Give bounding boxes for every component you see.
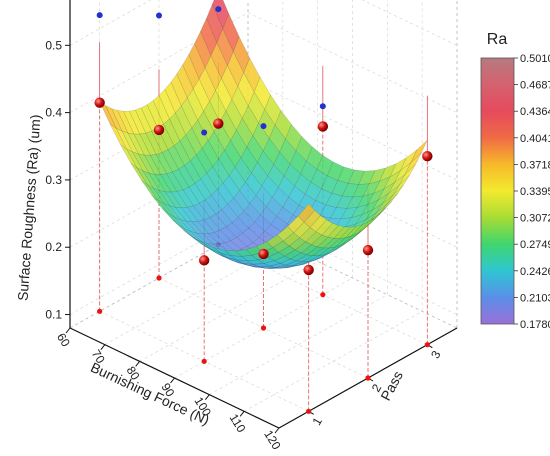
- floor-shadow-point: [306, 408, 312, 414]
- blue-data-point: [156, 12, 162, 19]
- force-tick-5: [239, 411, 245, 417]
- colorbar-tick-label: 0.3395: [520, 186, 550, 198]
- surface-patch: [410, 139, 428, 163]
- blue-data-point: [319, 103, 326, 110]
- force-tick-0: [65, 327, 71, 334]
- floor-shadow-point: [424, 342, 430, 348]
- z-tick-label: 0.2: [45, 240, 62, 254]
- floor-shadow-point: [156, 275, 162, 281]
- colorbar-tick-label: 0.5010: [520, 53, 550, 65]
- floor-shadow-point: [365, 375, 371, 381]
- colorbar-title: Ra: [487, 31, 508, 48]
- blue-data-point: [215, 6, 222, 13]
- blue-data-point: [260, 123, 267, 130]
- colorbar-tick-label: 0.3718: [520, 159, 550, 171]
- force-axis-label: Burnishing Force (N): [88, 359, 212, 428]
- colorbar-tick-label: 0.4041: [520, 133, 550, 145]
- surface-patch: [398, 164, 416, 186]
- grid-force-floor-4: [209, 294, 388, 395]
- pass-axis-label: Pass: [377, 368, 406, 403]
- grid-z-right-3: [247, 12, 458, 113]
- force-tick-label: 120: [261, 428, 284, 453]
- z-tick-label: 0.4: [45, 106, 62, 120]
- colorbar-tick-label: 0.3072: [520, 213, 550, 225]
- colorbar-tick-label: 0.2103: [520, 292, 550, 304]
- force-tick-6: [274, 427, 280, 434]
- force-tick-2: [135, 361, 141, 367]
- colorbar-ramp: [480, 57, 515, 325]
- surface-patch: [393, 175, 410, 196]
- z-axis-label: Surface Roughness (Ra) (um): [15, 114, 44, 301]
- red-data-point: [94, 97, 105, 108]
- red-data-point: [153, 124, 165, 136]
- surface-patch: [404, 152, 422, 175]
- red-data-point: [198, 255, 210, 266]
- colorbar-tick-label: 0.2426: [520, 266, 550, 278]
- red-data-point: [362, 244, 374, 256]
- floor-shadow-point: [97, 308, 103, 314]
- pass-tick-label: 3: [428, 348, 444, 361]
- data-points: [94, 6, 433, 276]
- pass-tick-label: 1: [310, 415, 326, 428]
- force-tick-4: [204, 394, 210, 400]
- grid-z-right-2: [247, 79, 458, 181]
- force-tick-label: 60: [54, 331, 73, 350]
- z-tick-label: 0.5: [45, 38, 62, 52]
- grid-force-floor-2: [139, 261, 318, 362]
- z-tick-label: 0.3: [45, 173, 62, 187]
- force-tick-3: [170, 377, 175, 384]
- red-data-point: [422, 151, 433, 162]
- red-data-point: [317, 121, 329, 132]
- surface-patch: [297, 203, 315, 223]
- red-data-point: [213, 118, 224, 129]
- red-data-point: [258, 248, 269, 260]
- colorbar-tick-label: 0.4687: [520, 80, 550, 92]
- blue-data-point: [201, 129, 208, 136]
- colorbar-tick-label: 0.2749: [520, 239, 550, 251]
- force-tick-label: 110: [227, 411, 249, 435]
- surface-patch: [381, 193, 398, 212]
- force-tick-1: [100, 344, 106, 350]
- colorbar-tick-label: 0.4364: [520, 106, 550, 118]
- floor-shadow-point: [320, 292, 326, 298]
- surface-patch: [351, 221, 369, 236]
- fitted-surface: [99, 0, 428, 269]
- red-data-point: [303, 264, 314, 276]
- blue-data-point: [96, 12, 103, 19]
- floor-shadow-point: [260, 325, 267, 331]
- floor-shadow-point: [201, 358, 207, 364]
- z-tick-label: 0.1: [45, 308, 62, 322]
